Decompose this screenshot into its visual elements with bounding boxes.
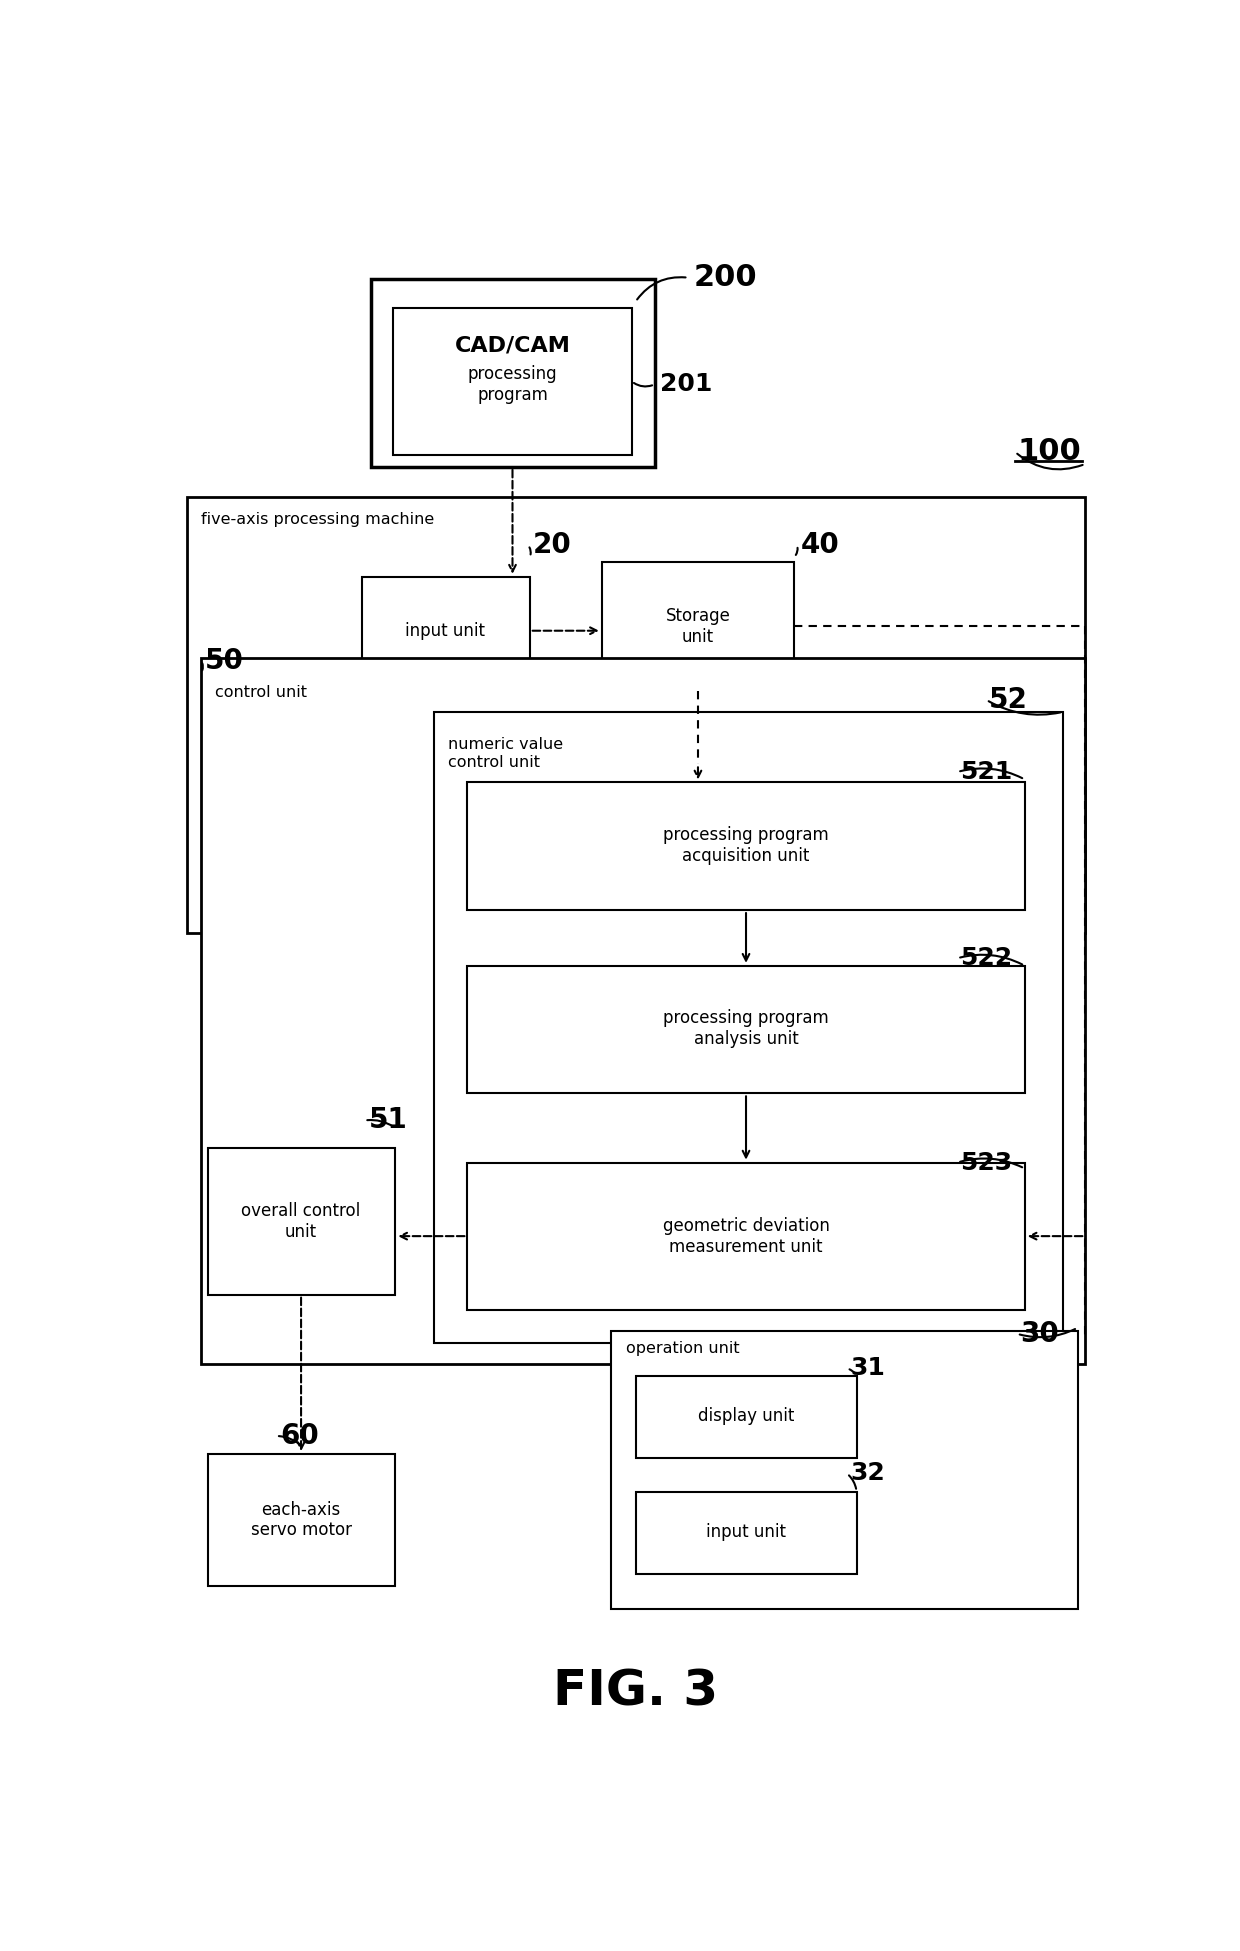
Text: input unit: input unit xyxy=(706,1524,786,1541)
Text: processing program
acquisition unit: processing program acquisition unit xyxy=(663,825,828,864)
Text: 60: 60 xyxy=(280,1422,319,1450)
Text: Storage
unit: Storage unit xyxy=(666,607,730,646)
Bar xyxy=(601,562,794,691)
Text: 30: 30 xyxy=(1019,1319,1059,1348)
Text: 522: 522 xyxy=(960,946,1012,970)
Text: 40: 40 xyxy=(801,531,839,560)
Text: control unit: control unit xyxy=(215,685,306,700)
Bar xyxy=(467,782,1024,909)
Bar xyxy=(201,657,1085,1364)
Text: geometric deviation
measurement unit: geometric deviation measurement unit xyxy=(662,1217,830,1256)
Text: input unit: input unit xyxy=(405,622,485,640)
Text: each-axis
servo motor: each-axis servo motor xyxy=(250,1500,352,1539)
Text: 51: 51 xyxy=(368,1106,407,1134)
Text: 200: 200 xyxy=(693,263,756,293)
Text: overall control
unit: overall control unit xyxy=(242,1202,361,1241)
Text: 521: 521 xyxy=(960,761,1013,784)
Bar xyxy=(635,1491,857,1574)
Text: 31: 31 xyxy=(851,1356,885,1381)
Text: CAD/CAM: CAD/CAM xyxy=(455,336,570,355)
Text: 523: 523 xyxy=(960,1151,1012,1175)
Bar xyxy=(635,1375,857,1459)
Bar xyxy=(393,308,631,455)
Text: FIG. 3: FIG. 3 xyxy=(553,1668,718,1715)
Bar xyxy=(434,712,1063,1342)
Text: processing program
analysis unit: processing program analysis unit xyxy=(663,1009,828,1048)
Text: operation unit: operation unit xyxy=(626,1340,739,1356)
Bar xyxy=(611,1331,1078,1610)
Text: 50: 50 xyxy=(205,648,244,675)
Bar xyxy=(371,279,655,466)
Text: processing
program: processing program xyxy=(467,365,557,404)
Bar xyxy=(467,966,1024,1093)
Bar xyxy=(187,498,1085,933)
Text: numeric value
control unit: numeric value control unit xyxy=(448,737,563,771)
Text: 201: 201 xyxy=(660,373,712,396)
Bar xyxy=(208,1147,396,1295)
Text: display unit: display unit xyxy=(698,1407,794,1426)
Text: 20: 20 xyxy=(533,531,572,560)
Text: 32: 32 xyxy=(851,1461,885,1485)
Bar xyxy=(467,1163,1024,1309)
Bar xyxy=(208,1453,396,1586)
Text: 52: 52 xyxy=(990,687,1028,714)
Text: five-axis processing machine: five-axis processing machine xyxy=(201,511,434,527)
Bar xyxy=(362,577,529,685)
Text: 100: 100 xyxy=(1018,437,1081,466)
